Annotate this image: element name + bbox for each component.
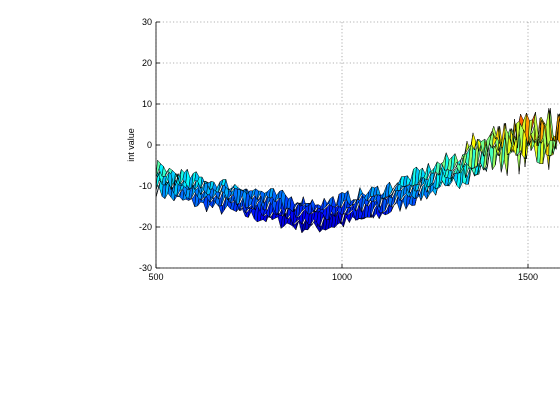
y-tick-label: 0 — [147, 140, 152, 150]
axes — [155, 21, 560, 269]
x-tick-label: 500 — [148, 272, 163, 282]
y-axis-label: int value — [126, 128, 136, 162]
y-tick-label: -20 — [139, 222, 152, 232]
surface-plot — [156, 107, 560, 234]
y-tick-label: -30 — [139, 263, 152, 273]
x-tick-label: 1500 — [518, 272, 538, 282]
x-tick-label: 1000 — [332, 272, 352, 282]
y-tick-label: -10 — [139, 181, 152, 191]
y-tick-label: 20 — [142, 58, 152, 68]
y-tick-label: 30 — [142, 17, 152, 27]
y-tick-label: 10 — [142, 99, 152, 109]
